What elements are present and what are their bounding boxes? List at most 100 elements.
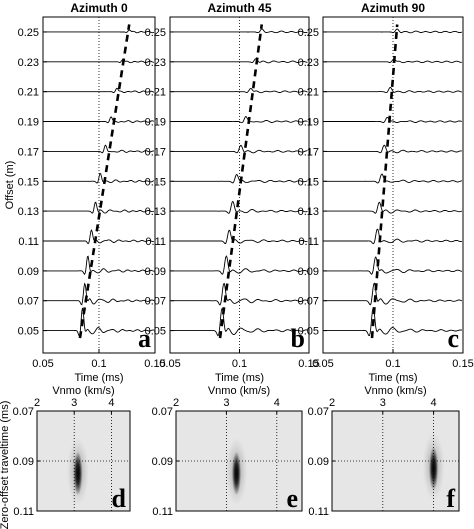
y-tick-label: 0.07 (13, 406, 34, 418)
trace (44, 144, 154, 154)
y-tick-label: 0.09 (152, 456, 173, 468)
trace (171, 58, 308, 64)
x-tick-label: 0.1 (385, 358, 400, 370)
y-tick-label: 0.15 (18, 176, 39, 188)
y-tick-label: 0.23 (298, 57, 319, 69)
y-tick-label: 0.05 (298, 326, 319, 338)
trace (324, 307, 463, 337)
trace (171, 88, 308, 94)
panel-title: Azimuth 45 (207, 1, 271, 15)
trace (324, 228, 462, 245)
panel-letter: c (447, 324, 459, 353)
y-tick-label: 0.13 (145, 206, 166, 218)
trace (324, 282, 463, 306)
y-tick-label: 0.19 (145, 117, 166, 129)
y-tick-label: 0.21 (145, 87, 166, 99)
trace (171, 282, 308, 306)
y-tick-label: 0.17 (145, 146, 166, 158)
y-tick-label: 0.11 (308, 506, 329, 518)
x-tick-label: 0.15 (452, 358, 473, 370)
x-axis-label: Time (ms) (368, 372, 417, 384)
trace (171, 200, 308, 214)
y-tick-label: 0.25 (145, 27, 166, 39)
y-tick-label: 0.09 (145, 266, 166, 278)
y-tick-label: 0.25 (18, 27, 39, 39)
x-axis-label: Vnmo (km/s) (364, 385, 426, 397)
y-tick-label: 0.15 (145, 176, 166, 188)
y-tick-label: 0.11 (18, 236, 39, 248)
y-tick-label: 0.13 (298, 206, 319, 218)
y-tick-label: 0.07 (18, 296, 39, 308)
y-tick-label: 0.23 (18, 57, 39, 69)
trace (44, 229, 154, 245)
x-tick-label: 0.15 (144, 358, 165, 370)
x-tick-label: 0.1 (232, 358, 247, 370)
y-axis-label: Offset (m) (4, 161, 16, 210)
panel-letter: e (286, 484, 298, 513)
trace (44, 201, 155, 214)
y-tick-label: 0.07 (298, 296, 319, 308)
trace (324, 28, 463, 34)
x-tick-label: 0.05 (32, 358, 53, 370)
gather-panel (322, 16, 464, 354)
trace (171, 307, 308, 337)
semblance-panel (175, 410, 303, 512)
x-axis-label: Time (ms) (74, 372, 123, 384)
gather-panel (169, 16, 310, 354)
trace (44, 282, 155, 306)
y-tick-label: 0.07 (145, 296, 166, 308)
y-tick-label: 0.25 (298, 27, 319, 39)
y-tick-label: 0.11 (145, 236, 166, 248)
y-tick-label: 0.19 (18, 117, 39, 129)
panel-letter: b (291, 324, 305, 353)
x-tick-label: 0.05 (159, 358, 180, 370)
y-tick-label: 0.09 (18, 266, 39, 278)
y-tick-label: 0.17 (298, 146, 319, 158)
y-tick-label: 0.09 (308, 456, 329, 468)
x-tick-label: 0.1 (91, 358, 106, 370)
x-tick-label: 4 (274, 397, 280, 409)
gather-panel (42, 16, 156, 354)
trace (324, 201, 463, 214)
y-tick-label: 0.05 (18, 326, 39, 338)
y-axis-label: Zero-offset traveltime (ms) (0, 401, 11, 529)
x-axis-label: Vnmo (km/s) (208, 385, 270, 397)
x-tick-label: 4 (431, 397, 437, 409)
x-axis-label: Vnmo (km/s) (52, 385, 114, 397)
panel-letter: a (138, 324, 151, 353)
moveout-pick-line (370, 24, 399, 339)
trace (171, 28, 308, 34)
panel-letter: f (446, 484, 455, 513)
y-tick-label: 0.21 (298, 87, 319, 99)
y-tick-label: 0.17 (18, 146, 39, 158)
y-tick-label: 0.09 (13, 456, 34, 468)
trace (324, 116, 463, 124)
trace (324, 144, 462, 154)
y-tick-label: 0.07 (152, 406, 173, 418)
trace (324, 86, 463, 94)
y-tick-label: 0.13 (18, 206, 39, 218)
trace (44, 29, 155, 34)
trace (171, 144, 308, 154)
panel-letter: d (112, 484, 127, 513)
x-tick-label: 2 (34, 397, 40, 409)
x-tick-label: 2 (329, 397, 335, 409)
trace (171, 173, 308, 184)
semblance-peak (231, 451, 241, 496)
x-tick-label: 3 (71, 397, 77, 409)
trace (44, 307, 155, 337)
x-tick-label: 0.15 (298, 358, 319, 370)
x-tick-label: 4 (108, 397, 114, 409)
trace (44, 58, 154, 64)
y-tick-label: 0.11 (152, 506, 173, 518)
x-tick-label: 3 (223, 397, 229, 409)
trace (171, 115, 308, 124)
y-tick-label: 0.15 (298, 176, 319, 188)
x-tick-label: 3 (380, 397, 386, 409)
panel-title: Azimuth 90 (361, 1, 425, 15)
trace (171, 255, 308, 275)
y-tick-label: 0.09 (298, 266, 319, 278)
semblance-peak (73, 451, 83, 496)
y-tick-label: 0.05 (145, 326, 166, 338)
